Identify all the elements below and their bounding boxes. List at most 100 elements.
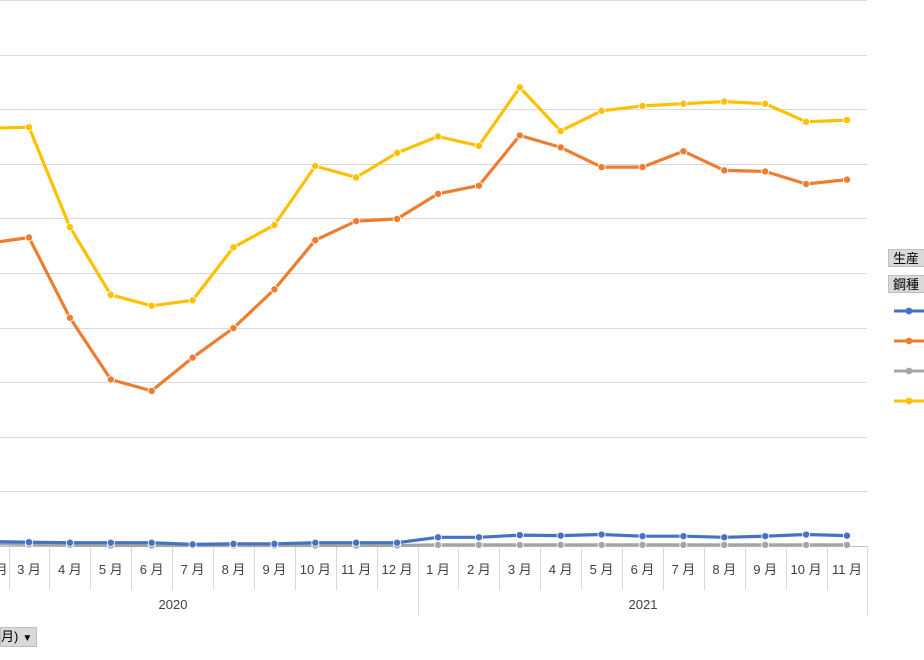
data-point (65, 538, 74, 547)
legend-marker (905, 397, 913, 405)
data-point (433, 540, 442, 549)
data-point (679, 540, 688, 549)
x-tick-label: 8 月 (712, 562, 736, 577)
data-point (474, 141, 483, 150)
x-tick-label: 9 月 (753, 562, 777, 577)
data-point (515, 531, 524, 540)
data-point (147, 386, 156, 395)
data-point (433, 533, 442, 542)
data-point (597, 106, 606, 115)
data-point (65, 313, 74, 322)
series-line-2 (0, 542, 847, 548)
data-point (393, 538, 402, 547)
series-line-1 (0, 133, 848, 393)
data-point (188, 353, 197, 362)
data-point (679, 147, 688, 156)
data-point (720, 540, 729, 549)
data-point (802, 180, 811, 189)
data-point (556, 127, 565, 136)
legend (894, 307, 924, 405)
x-tick-label: 7 月 (671, 562, 695, 577)
data-point (474, 533, 483, 542)
data-point (761, 532, 770, 541)
data-point (147, 301, 156, 310)
data-point (761, 167, 770, 176)
data-point (679, 99, 688, 108)
data-point (352, 173, 361, 182)
data-point (24, 538, 33, 547)
data-point (311, 161, 320, 170)
x-tick-label: 3 月 (508, 562, 532, 577)
data-point (229, 539, 238, 548)
series-line-0 (0, 85, 848, 308)
legend-field-button-steel-type[interactable]: 鋼種 (888, 275, 924, 293)
data-point (597, 540, 606, 549)
data-point (761, 540, 770, 549)
x-tick-label-partial: 月 (0, 562, 8, 577)
data-point (556, 143, 565, 152)
data-point (188, 540, 197, 549)
legend-marker (905, 337, 913, 345)
data-point (843, 531, 852, 540)
axis-field-button-label: 月) (1, 629, 19, 644)
data-point (843, 540, 852, 549)
data-point (311, 236, 320, 245)
data-point (515, 83, 524, 92)
x-tick-label: 5 月 (99, 562, 123, 577)
gridlines (0, 0, 867, 492)
data-point (229, 243, 238, 252)
x-tick-label: 2 月 (467, 562, 491, 577)
data-point (761, 99, 770, 108)
data-point (270, 539, 279, 548)
data-point (352, 217, 361, 226)
x-tick-label: 9 月 (262, 562, 286, 577)
data-point (843, 175, 852, 184)
data-point (106, 290, 115, 299)
x-tick-label: 11 月 (341, 562, 371, 577)
x-tick-label: 4 月 (58, 562, 82, 577)
data-point (433, 132, 442, 141)
data-point (393, 148, 402, 157)
x-tick-label: 10 月 (300, 562, 331, 577)
x-tick-label: 5 月 (590, 562, 614, 577)
data-point (270, 285, 279, 294)
data-point (843, 116, 852, 125)
data-point (106, 375, 115, 384)
data-point (270, 220, 279, 229)
dropdown-arrow-icon: ▼ (22, 633, 33, 644)
x-tick-label: 12 月 (382, 562, 413, 577)
data-point (106, 538, 115, 547)
data-point (638, 101, 647, 110)
data-point (720, 533, 729, 542)
x-tick-label: 6 月 (631, 562, 655, 577)
data-point (474, 181, 483, 190)
data-point (393, 214, 402, 223)
data-point (638, 532, 647, 541)
data-point (556, 540, 565, 549)
data-point (229, 324, 238, 333)
legend-field-button-production[interactable]: 生産 (888, 249, 924, 267)
data-point (24, 123, 33, 132)
data-point (597, 163, 606, 172)
data-point (474, 540, 483, 549)
x-tick-label: 7 月 (181, 562, 205, 577)
data-point (802, 117, 811, 126)
data-point (638, 163, 647, 172)
x-year-label: 2021 (629, 597, 658, 612)
data-point (311, 538, 320, 547)
data-point (597, 530, 606, 539)
x-tick-label: 6 月 (140, 562, 164, 577)
data-point (679, 532, 688, 541)
data-point (188, 296, 197, 305)
axis-field-button[interactable]: 月) ▼ (0, 627, 38, 647)
legend-marker (905, 367, 913, 375)
data-point (65, 223, 74, 232)
data-point (638, 540, 647, 549)
data-point (147, 538, 156, 547)
x-tick-label: 10 月 (791, 562, 822, 577)
x-tick-label: 3 月 (17, 562, 41, 577)
x-tick-label: 1 月 (426, 562, 450, 577)
data-point (720, 97, 729, 106)
data-point (24, 233, 33, 242)
